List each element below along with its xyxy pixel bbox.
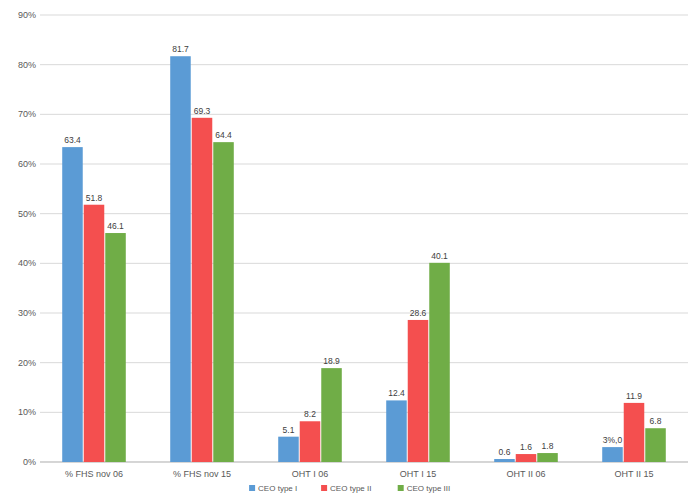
data-label: 63.4 [64,135,81,145]
data-label: 18.9 [323,356,340,366]
data-label: 28.6 [410,308,427,318]
grid-line [40,213,688,214]
data-label: 1.8 [542,441,554,451]
data-label: 11.9 [626,391,642,401]
y-tick-label: 60% [18,159,36,169]
grid-line [40,114,688,115]
bar [408,320,429,462]
grid-line [40,313,688,314]
y-tick-label: 80% [18,60,36,70]
category-label: OHT II 06 [507,469,546,479]
y-tick-label: 30% [18,308,36,318]
bar [516,454,537,462]
data-label: 8.2 [304,409,316,419]
legend-label: CEO type III [407,484,451,493]
category-label: % FHS nov 06 [65,469,123,479]
grid-line [40,64,688,65]
data-label: 5.1 [283,425,295,435]
bar [386,400,407,462]
y-tick-label: 0% [23,457,36,467]
bar [494,459,515,462]
legend: CEO type I CEO type II CEO type III [249,484,450,493]
data-label: 12.4 [388,388,405,398]
y-tick-label: 50% [18,209,36,219]
data-labels: 63.4 81.7 5.1 12.4 0.6 3%,0 51.8 69.3 8.2 28.6 1.6… [64,44,661,457]
data-label: 6.8 [650,416,662,426]
bar [321,368,342,462]
bar [170,56,191,462]
bar [62,147,83,462]
category-label: OHT II 15 [615,469,654,479]
category-label: % FHS nov 15 [173,469,231,479]
bar [213,142,234,462]
bar [602,447,623,462]
bar [84,205,105,462]
data-label: 40.1 [431,251,448,261]
data-label: 81.7 [172,44,189,54]
data-label: 69.3 [194,106,211,116]
legend-label: CEO type I [258,484,297,493]
bar [537,453,558,462]
data-label: 1.6 [520,442,532,452]
category-label: OHT I 06 [292,469,328,479]
y-tick-label: 90% [18,10,36,20]
bar [645,428,666,462]
legend-swatch [321,485,327,491]
y-tick-label: 40% [18,258,36,268]
y-tick-label: 20% [18,358,36,368]
grid-line [40,263,688,264]
grid-line [40,164,688,165]
bar [429,263,450,462]
legend-label: CEO type II [330,484,371,493]
data-label: 3%,0 [603,435,623,445]
x-axis-line [40,462,688,463]
bar [192,118,213,462]
data-label: 0.6 [499,447,511,457]
data-label: 46.1 [107,221,124,231]
data-label: 64.4 [215,130,232,140]
legend-swatch [249,485,255,491]
data-label: 51.8 [86,193,103,203]
grid-line [40,462,688,463]
bar [278,437,299,462]
grid-line [40,362,688,363]
bar [105,233,126,462]
chart: 0% 10% 20% 30% 40% 50% 60% 70% 80% 90% 63.4 81.7 5.1… [0,0,693,499]
legend-swatch [398,485,404,491]
grid-line [40,15,688,16]
y-tick-label: 70% [18,109,36,119]
bar [300,421,321,462]
bars [62,56,666,462]
y-tick-label: 10% [18,407,36,417]
bar [624,403,645,462]
category-label: OHT I 15 [400,469,436,479]
grid-line [40,412,688,413]
